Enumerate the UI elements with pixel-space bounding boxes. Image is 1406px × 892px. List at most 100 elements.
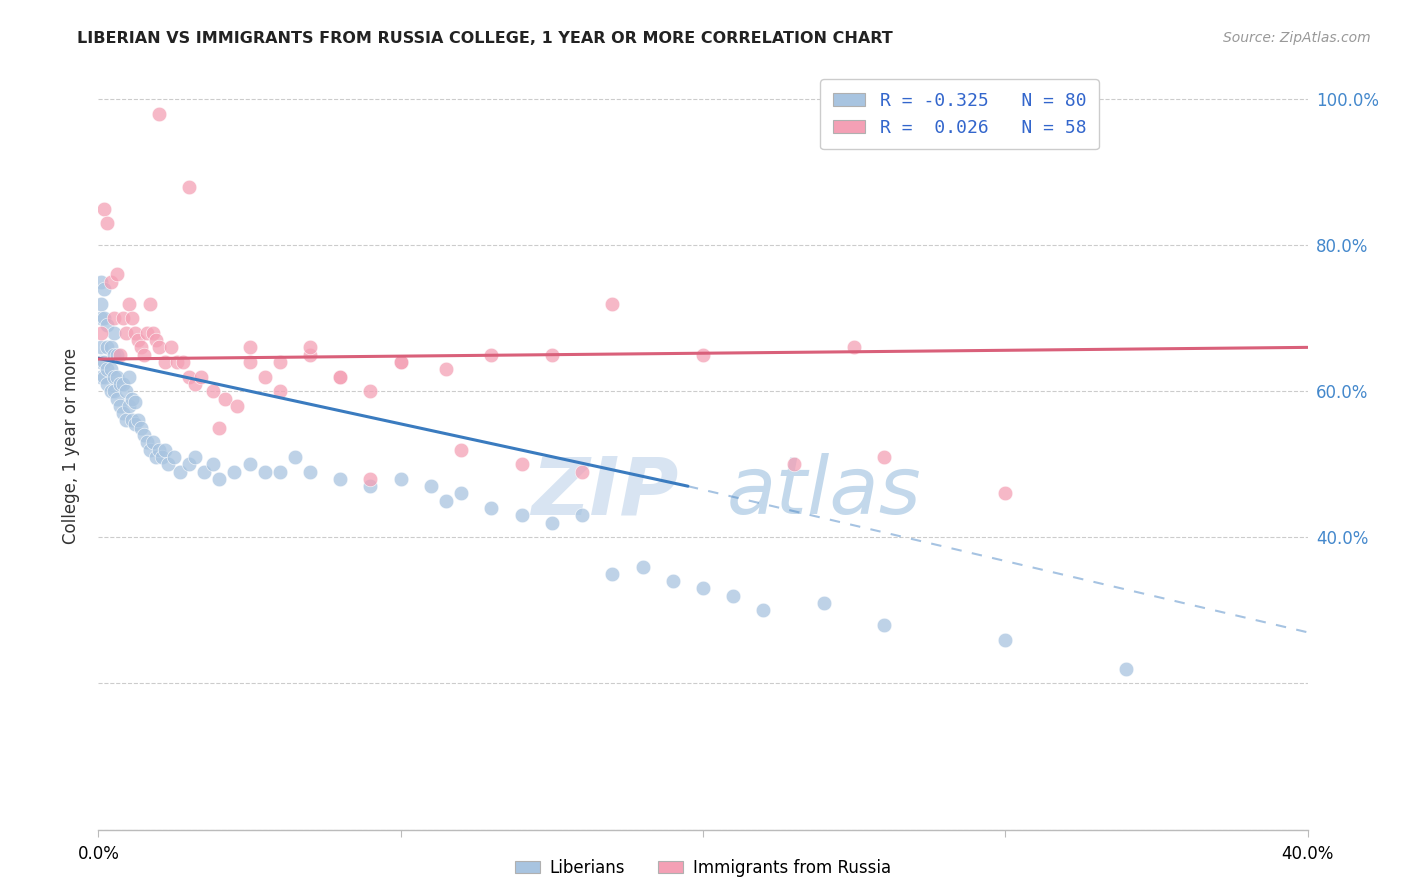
Point (420, 479, 443, 493)
Point (510, 508, 533, 523)
Point (129, 421, 152, 435)
Point (96, 376, 118, 391)
Point (202, 384, 225, 399)
Point (96, 340, 118, 354)
Point (166, 355, 188, 369)
Point (179, 457, 201, 471)
Point (105, 392, 128, 406)
Point (124, 417, 146, 431)
Point (111, 311, 134, 326)
Point (139, 442, 162, 457)
Point (90, 340, 112, 354)
Point (142, 326, 165, 340)
Point (994, 632, 1017, 647)
Point (692, 582, 714, 596)
Text: LIBERIAN VS IMMIGRANTS FROM RUSSIA COLLEGE, 1 YEAR OR MORE CORRELATION CHART: LIBERIAN VS IMMIGRANTS FROM RUSSIA COLLE… (77, 31, 893, 46)
Point (783, 457, 806, 471)
Point (450, 442, 472, 457)
Point (299, 465, 322, 479)
Point (124, 326, 146, 340)
Point (540, 348, 562, 362)
Point (1115, 662, 1137, 676)
Point (132, 428, 155, 442)
Point (450, 486, 472, 500)
Point (96, 362, 118, 376)
Point (184, 450, 207, 464)
Point (148, 106, 170, 120)
Point (96, 216, 118, 230)
Point (111, 406, 134, 420)
Point (163, 450, 186, 464)
Point (121, 413, 143, 427)
Point (148, 340, 170, 354)
Point (239, 457, 262, 471)
Point (481, 348, 503, 362)
Point (540, 516, 562, 530)
Point (239, 355, 262, 369)
Text: atlas: atlas (727, 453, 922, 531)
Point (103, 369, 125, 384)
Point (360, 472, 382, 486)
Point (142, 435, 165, 450)
Point (96, 318, 118, 333)
Point (269, 465, 291, 479)
Point (329, 369, 352, 384)
Point (135, 326, 157, 340)
Point (813, 596, 835, 610)
Point (389, 355, 412, 369)
Point (239, 340, 262, 354)
Point (108, 399, 131, 413)
Point (184, 376, 207, 391)
Point (127, 413, 149, 427)
Point (360, 384, 382, 399)
Point (103, 326, 125, 340)
Point (90, 369, 112, 384)
Point (121, 311, 143, 326)
Point (103, 384, 125, 399)
Text: Source: ZipAtlas.com: Source: ZipAtlas.com (1223, 31, 1371, 45)
Point (299, 348, 322, 362)
Point (631, 559, 654, 574)
Point (202, 457, 225, 471)
Point (93, 282, 115, 296)
Point (434, 493, 457, 508)
Point (100, 362, 122, 376)
Point (93, 202, 115, 216)
Point (253, 369, 276, 384)
Y-axis label: College, 1 year or more: College, 1 year or more (62, 348, 80, 544)
Point (139, 296, 162, 310)
Legend: R = -0.325   N = 80, R =  0.026   N = 58: R = -0.325 N = 80, R = 0.026 N = 58 (820, 79, 1099, 150)
Point (90, 311, 112, 326)
Point (121, 392, 143, 406)
Point (434, 362, 457, 376)
Point (93, 355, 115, 369)
Point (132, 348, 155, 362)
Point (153, 442, 176, 457)
Point (90, 275, 112, 289)
Text: ZIP: ZIP (531, 453, 679, 531)
Point (103, 311, 125, 326)
Point (90, 355, 112, 369)
Point (208, 472, 231, 486)
Point (93, 369, 115, 384)
Point (148, 442, 170, 457)
Point (329, 369, 352, 384)
Point (114, 326, 136, 340)
Point (114, 413, 136, 427)
Point (179, 179, 201, 194)
Point (108, 348, 131, 362)
Point (124, 395, 146, 409)
Point (111, 376, 134, 391)
Point (329, 472, 352, 486)
Point (145, 333, 167, 347)
Point (153, 355, 176, 369)
Point (103, 348, 125, 362)
Point (100, 384, 122, 399)
Point (253, 465, 276, 479)
Point (150, 450, 173, 464)
Point (224, 465, 246, 479)
Point (602, 296, 624, 310)
Point (93, 311, 115, 326)
Point (90, 296, 112, 310)
Point (118, 399, 141, 413)
